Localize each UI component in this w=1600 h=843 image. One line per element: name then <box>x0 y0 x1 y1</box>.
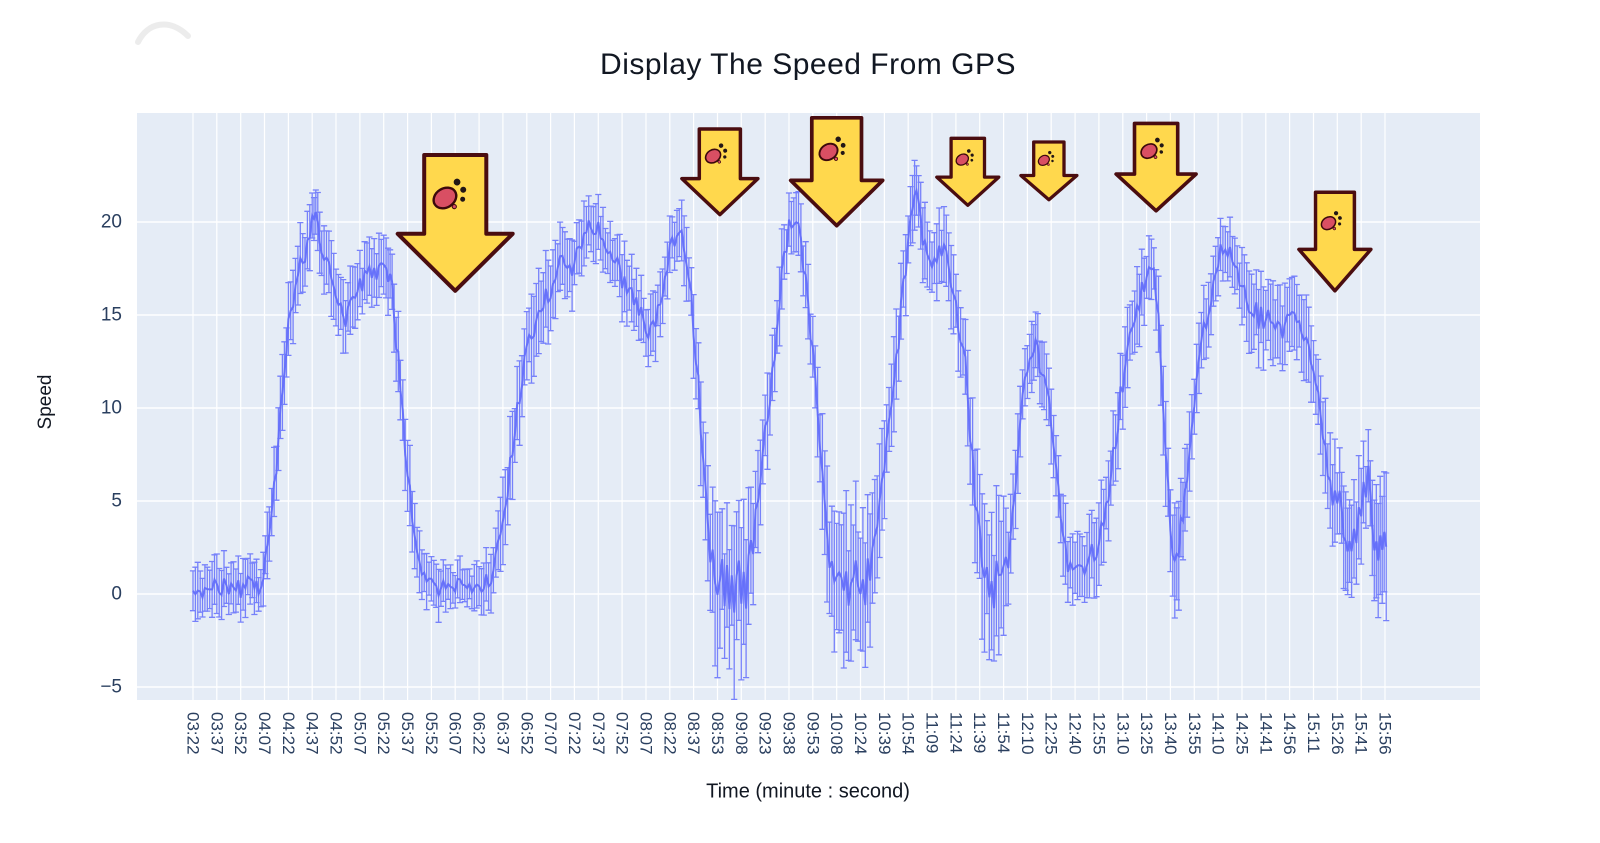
x-tick-label: 05:22 <box>374 712 393 755</box>
y-tick-label: −5 <box>100 677 122 698</box>
x-tick-label: 14:56 <box>1280 712 1299 755</box>
y-tick-label: 0 <box>111 584 122 605</box>
paw-print-icon <box>1320 211 1342 231</box>
y-tick-label: 15 <box>101 305 122 326</box>
x-tick-label: 14:25 <box>1233 712 1252 755</box>
down-arrow-shape <box>395 153 515 293</box>
paw-stop-arrow <box>395 153 515 293</box>
paw-stop-arrow <box>1297 190 1373 293</box>
x-tick-label: 03:52 <box>231 712 250 755</box>
x-tick-label: 07:37 <box>589 712 608 755</box>
x-tick-label: 05:37 <box>398 712 417 755</box>
y-tick-labels: 20 15 10 5 0 −5 <box>100 212 122 698</box>
x-tick-label: 15:11 <box>1304 712 1323 753</box>
x-tick-label: 03:37 <box>207 712 226 755</box>
x-tick-label: 08:07 <box>637 712 656 755</box>
x-tick-label: 15:41 <box>1352 712 1371 755</box>
x-tick-label: 11:09 <box>923 712 942 753</box>
x-tick-label: 08:53 <box>708 712 727 755</box>
x-tick-label: 07:07 <box>541 712 560 755</box>
plot-area <box>137 113 1480 700</box>
x-tick-label: 12:10 <box>1018 712 1037 755</box>
x-tick-label: 09:38 <box>780 712 799 755</box>
paw-stop-arrow <box>680 127 760 217</box>
paw-print-icon <box>432 178 467 210</box>
paw-stop-arrow <box>1114 121 1198 213</box>
x-tick-label: 13:25 <box>1137 712 1156 755</box>
x-tick-label: 04:37 <box>303 712 322 755</box>
x-tick-label: 10:39 <box>875 712 894 755</box>
paw-stop-arrow <box>1019 140 1079 202</box>
x-tick-label: 06:52 <box>517 712 536 755</box>
x-tick-label: 10:24 <box>851 712 870 755</box>
x-tick-label: 09:23 <box>756 712 775 755</box>
x-tick-label: 13:55 <box>1185 712 1204 755</box>
down-arrow-shape <box>680 127 760 217</box>
x-tick-label: 03:22 <box>184 712 203 755</box>
paw-print-icon <box>1037 150 1055 166</box>
paw-stop-arrow <box>935 136 1001 207</box>
x-tick-label: 13:40 <box>1161 712 1180 755</box>
x-tick-label: 06:22 <box>470 712 489 755</box>
x-tick-label: 15:56 <box>1376 712 1395 755</box>
chart-title: Display The Speed From GPS <box>600 48 1016 81</box>
down-arrow-shape <box>1114 121 1198 213</box>
x-tick-label: 08:22 <box>660 712 679 755</box>
x-tick-label: 13:10 <box>1113 712 1132 755</box>
x-tick-label: 10:08 <box>827 712 846 755</box>
x-tick-label: 05:07 <box>350 712 369 755</box>
x-tick-label: 11:54 <box>994 712 1013 753</box>
paw-print-icon <box>955 149 974 166</box>
paw-print-icon <box>704 143 728 164</box>
y-tick-label: 5 <box>111 491 122 512</box>
x-tick-label: 11:24 <box>946 712 965 753</box>
down-arrow-shape <box>788 115 885 228</box>
x-tick-label: 12:55 <box>1089 712 1108 755</box>
x-tick-label: 09:08 <box>732 712 751 755</box>
x-tick-label: 07:52 <box>613 712 632 755</box>
x-tick-label: 06:07 <box>446 712 465 755</box>
mean-line <box>192 187 1388 613</box>
paw-stop-arrow <box>788 115 885 228</box>
x-tick-label: 12:40 <box>1066 712 1085 755</box>
x-tick-label: 15:26 <box>1328 712 1347 755</box>
x-tick-label: 08:37 <box>684 712 703 755</box>
x-axis-title: Time (minute : second) <box>706 780 910 803</box>
x-tick-label: 14:10 <box>1209 712 1228 755</box>
down-arrow-shape <box>935 136 1001 207</box>
x-tick-label: 14:41 <box>1256 712 1275 755</box>
down-arrow-shape <box>1019 140 1079 202</box>
paw-print-icon <box>818 136 846 162</box>
paw-print-icon <box>1140 137 1164 160</box>
down-arrow-shape <box>1297 190 1373 293</box>
x-tick-label: 05:52 <box>422 712 441 755</box>
x-tick-label: 12:25 <box>1042 712 1061 755</box>
x-tick-label: 10:54 <box>899 712 918 755</box>
speed-series <box>189 159 1390 701</box>
y-tick-label: 10 <box>101 398 122 419</box>
x-tick-label: 09:53 <box>803 712 822 755</box>
x-tick-label: 04:07 <box>255 712 274 755</box>
x-tick-label: 07:22 <box>565 712 584 755</box>
x-tick-label: 04:52 <box>327 712 346 755</box>
x-tick-label: 04:22 <box>279 712 298 755</box>
y-axis-title: Speed <box>35 374 56 430</box>
smudge-artifact <box>135 21 191 45</box>
x-tick-labels: 03:22 03:37 03:52 04:07 04:22 04:37 04:52 05:07… <box>184 712 1395 755</box>
y-tick-label: 20 <box>101 212 122 233</box>
x-tick-label: 06:37 <box>493 712 512 755</box>
x-tick-label: 11:39 <box>970 712 989 753</box>
